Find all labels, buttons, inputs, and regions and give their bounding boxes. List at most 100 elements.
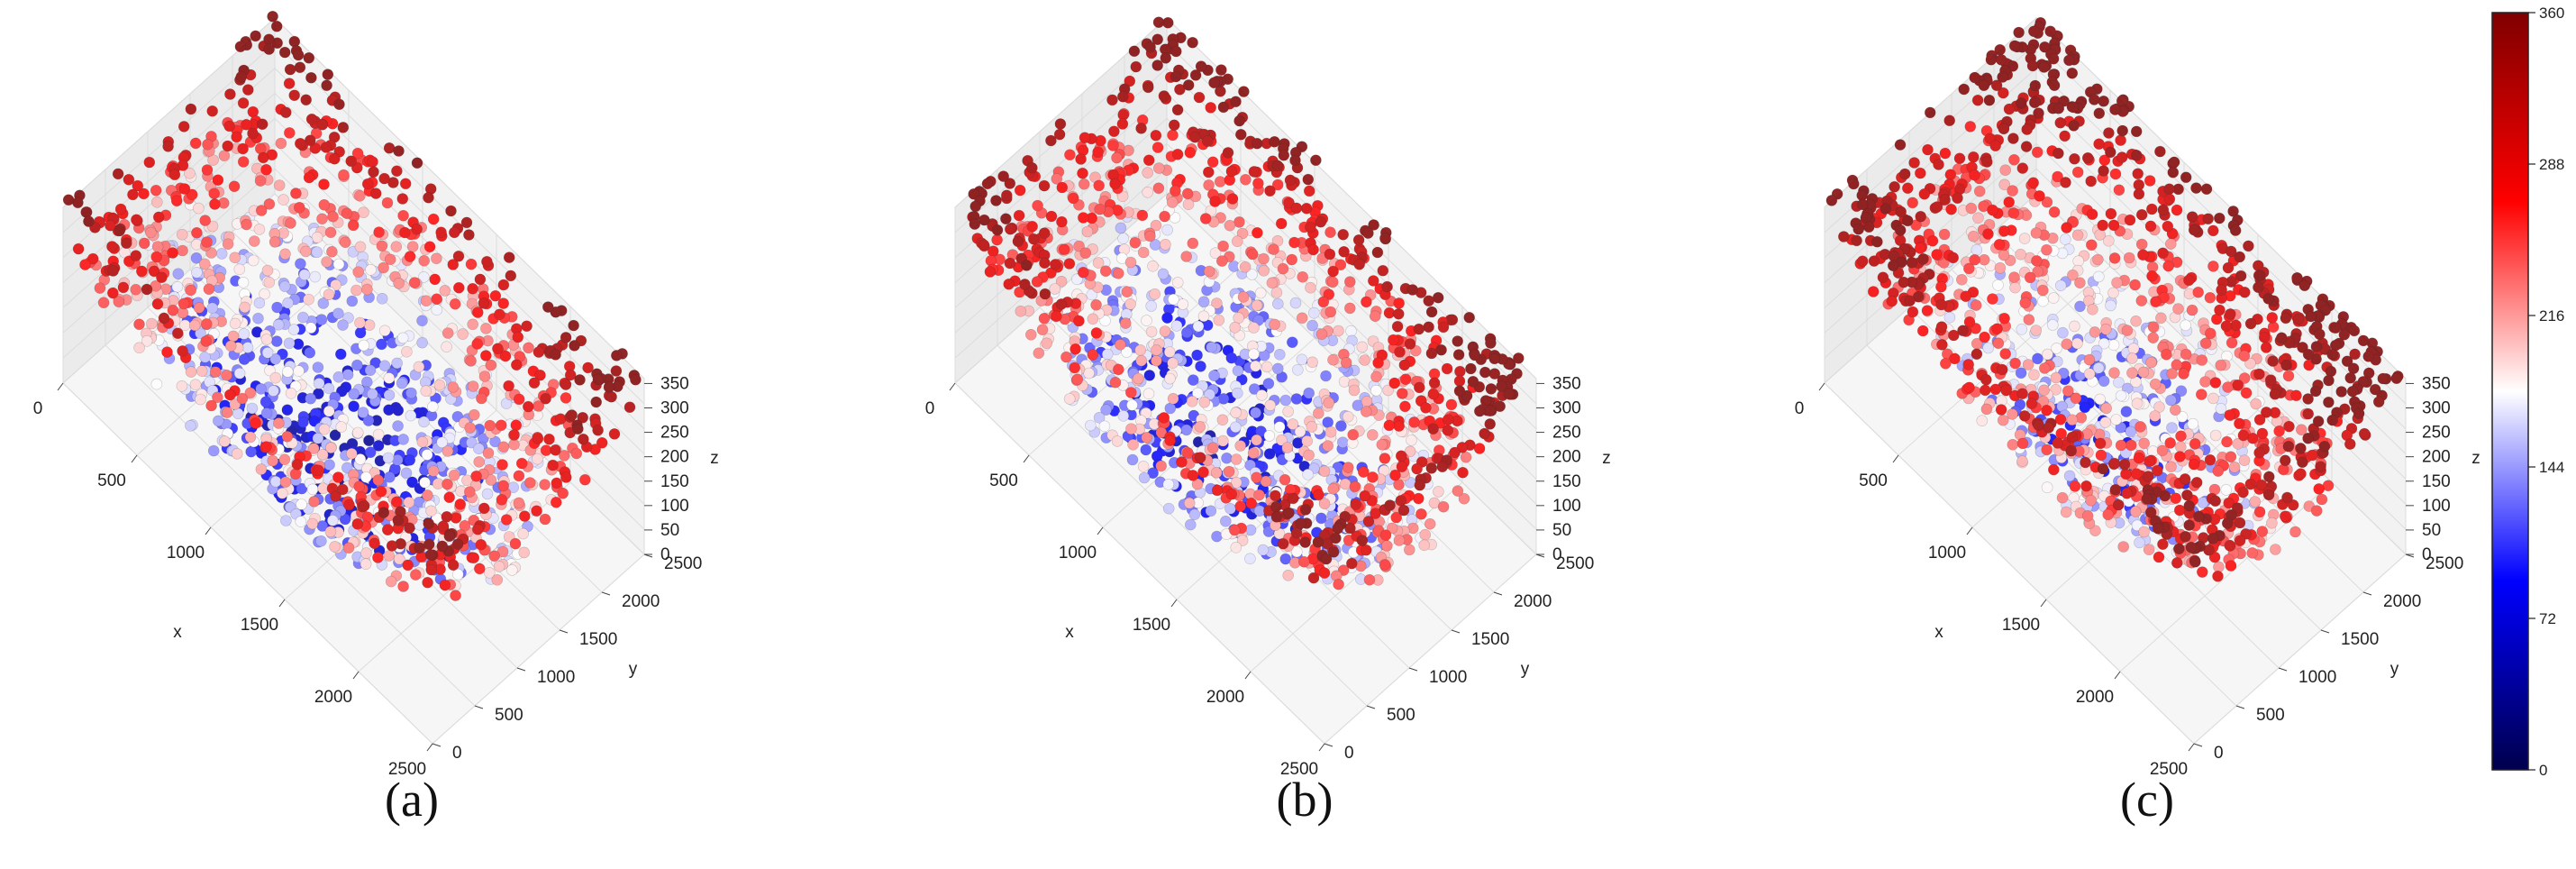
data-point [199,215,211,226]
data-point [2111,277,2123,288]
data-point [2028,25,2040,38]
data-point [1270,287,1283,298]
y-tick-label: 500 [2256,706,2285,725]
data-point [114,224,125,237]
data-point [1183,497,1196,509]
data-point [2108,252,2121,264]
data-point [1167,357,1179,370]
data-point [1964,121,1977,133]
data-point [279,106,292,118]
data-point [1038,227,1051,239]
z-tick-label: 350 [1552,374,1581,393]
data-point [2069,480,2081,492]
grid-line [1866,344,2237,707]
data-point [372,428,385,441]
data-point [268,385,279,397]
data-point [138,188,150,200]
data-point [365,263,377,276]
data-point [385,575,397,588]
data-point [2092,361,2105,374]
data-point [1998,249,2010,261]
data-point [447,259,460,270]
data-point [1264,185,1276,197]
data-point [1393,307,1405,320]
data-point [1907,306,1919,318]
data-point [2135,295,2148,306]
data-point [278,194,289,206]
data-point [1269,318,1280,331]
data-point [2165,238,2177,250]
data-point [2199,376,2211,388]
data-point [1216,414,1229,426]
data-point [191,266,203,279]
data-point [2185,541,2198,553]
data-point [2313,483,2325,495]
data-point [227,330,240,343]
y-tick-mark [2320,629,2330,634]
colorbar-tick-label: 360 [2539,5,2564,22]
data-point [1257,544,1270,556]
data-point [1323,288,1335,300]
data-point [324,226,337,239]
data-point [532,346,545,358]
data-point [564,369,577,381]
data-point [590,396,603,408]
data-point [1976,415,1989,427]
data-point [1155,460,1167,472]
data-point [2089,525,2101,537]
data-point [2053,147,2064,160]
data-point [287,324,300,335]
data-point [1389,469,1401,481]
z-axis-label: z [1602,449,1611,468]
data-point [2107,219,2120,232]
data-point [145,226,157,239]
data-point [1220,515,1232,527]
data-point [1376,438,1388,451]
data-point [1377,264,1389,277]
data-point [281,430,294,443]
data-point [1111,435,1124,447]
data-point [420,295,432,307]
data-point [2041,243,2053,256]
data-point [1990,79,2003,92]
data-point [1125,387,1137,398]
data-point [1116,190,1129,202]
y-tick-mark [2193,743,2203,747]
data-point [1253,489,1265,501]
data-point [305,392,317,405]
data-point [1987,293,1998,305]
z-tick-label: 200 [2422,448,2451,467]
data-point [1413,323,1425,335]
data-point [1427,423,1439,435]
data-point [1158,90,1170,102]
data-point [569,340,580,352]
data-point [2163,183,2175,195]
data-point [1388,334,1399,346]
data-point [283,127,296,139]
data-point [402,559,414,572]
data-point [1246,248,1259,261]
data-point [1012,235,1024,248]
data-point [471,306,484,318]
data-point [1182,447,1194,459]
data-point [411,224,423,235]
data-point [1098,420,1111,433]
data-point [1306,319,1318,332]
data-point [2039,362,2051,374]
data-point [1144,230,1156,242]
data-point [1287,418,1299,430]
data-point [1232,364,1244,377]
data-point [2221,517,2234,529]
data-point [1187,36,1198,49]
data-point [1947,252,1959,264]
z-tick-label: 50 [2422,521,2441,540]
data-point [1039,288,1051,300]
data-point [1015,305,1027,317]
data-point [2032,352,2044,365]
data-point [568,319,579,332]
data-point [2069,320,2080,333]
data-point [1397,504,1410,517]
data-point [2153,401,2165,413]
data-point [138,237,150,250]
data-point [381,197,394,209]
